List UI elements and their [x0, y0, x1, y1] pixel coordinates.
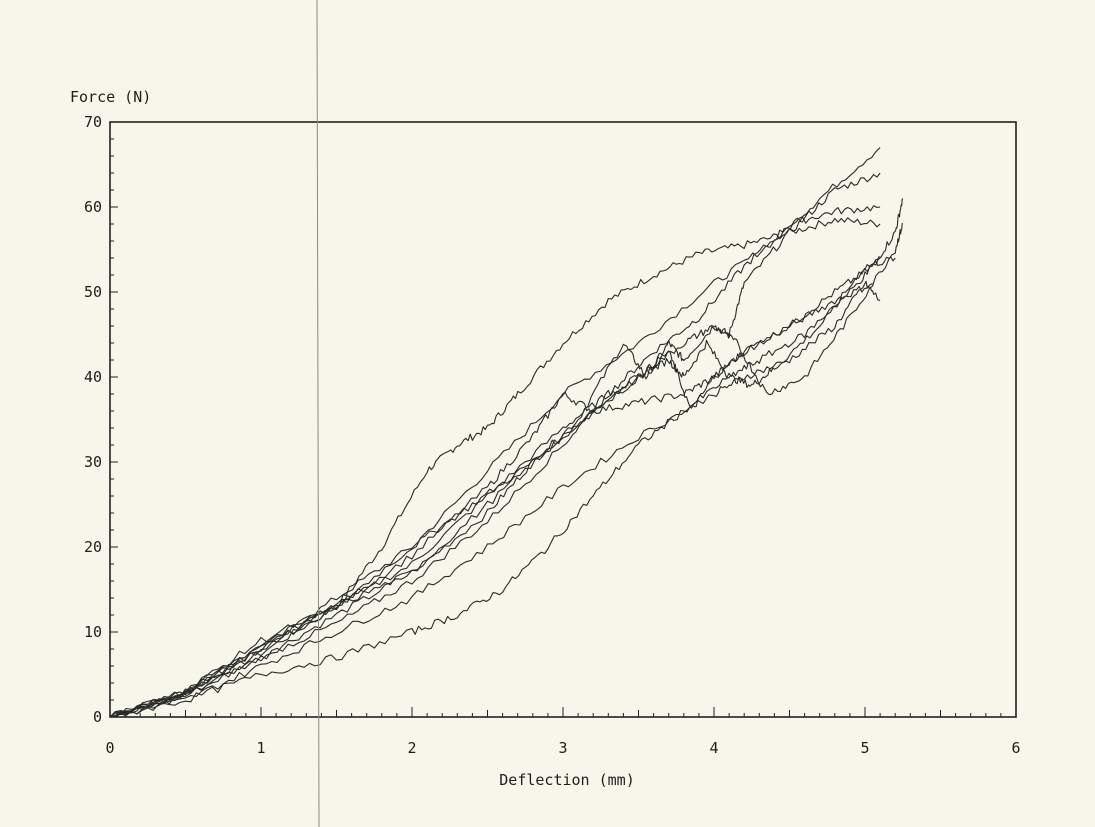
y-axis-title: Force (N): [70, 88, 151, 106]
x-tick-label: 2: [407, 739, 416, 757]
x-axis-title: Deflection (mm): [499, 771, 634, 789]
y-tick-label: 30: [84, 453, 102, 471]
series-line-9: [109, 280, 881, 718]
plot-frame: [109, 121, 1017, 718]
series-line-3: [109, 172, 881, 718]
vertical-marker-line: [316, 0, 320, 827]
series-line-5: [109, 198, 904, 718]
series-line-7: [109, 283, 873, 718]
series-line-6: [109, 256, 896, 718]
series-line-1: [109, 217, 881, 718]
y-tick-label: 40: [84, 368, 102, 386]
x-tick-label: 4: [709, 739, 718, 757]
y-axis-ticks: 0 10 20 30 40 50 60 70: [84, 113, 118, 726]
x-tick-label: 1: [256, 739, 265, 757]
x-axis-ticks: 0 1 2 3 4 5 6: [105, 707, 1021, 757]
series-line-10: [109, 257, 881, 718]
x-tick-label: 5: [860, 739, 869, 757]
x-tick-label: 0: [105, 739, 114, 757]
y-tick-label: 60: [84, 198, 102, 216]
y-tick-label: 0: [93, 708, 102, 726]
series-line-4: [109, 205, 881, 718]
x-tick-label: 6: [1011, 739, 1020, 757]
series-lines: [109, 147, 904, 718]
y-tick-label: 70: [84, 113, 102, 131]
plot-border: [109, 121, 1017, 718]
y-tick-label: 20: [84, 538, 102, 556]
y-tick-label: 50: [84, 283, 102, 301]
series-line-8: [109, 222, 904, 718]
series-line-2: [110, 147, 881, 718]
x-tick-label: 3: [558, 739, 567, 757]
y-tick-label: 10: [84, 623, 102, 641]
